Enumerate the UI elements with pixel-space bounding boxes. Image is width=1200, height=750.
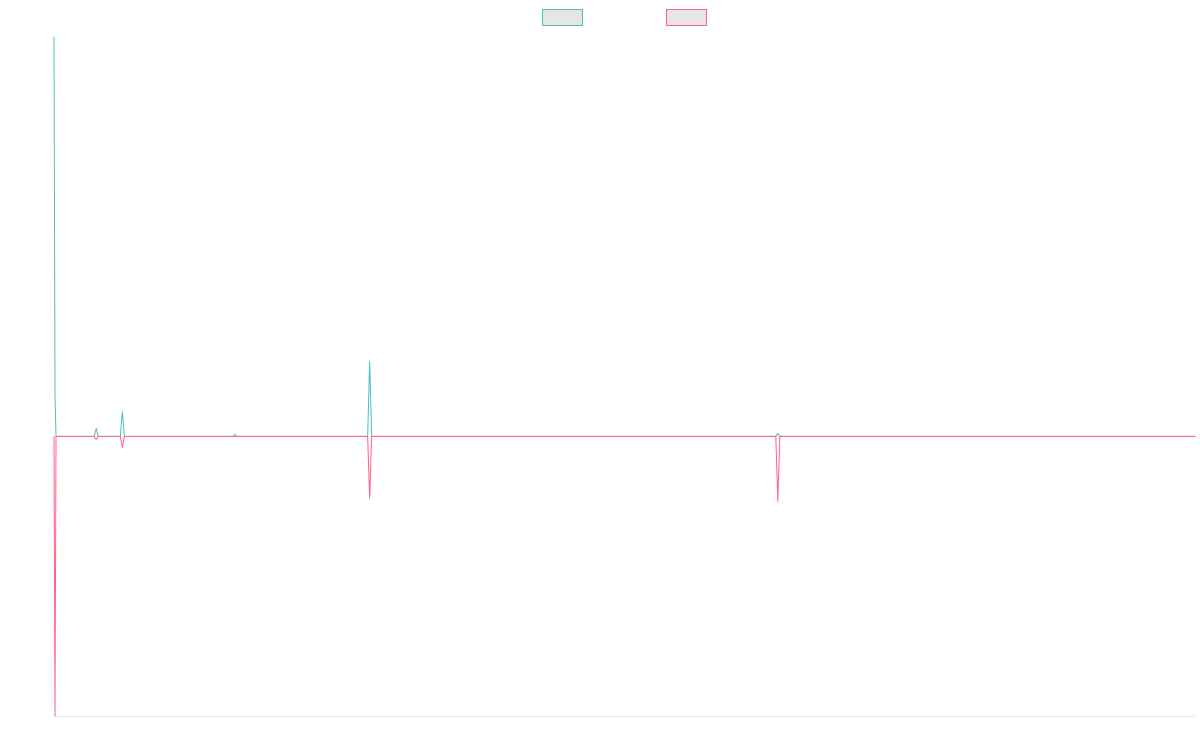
legend-swatch-1[interactable] bbox=[542, 9, 583, 26]
legend-swatch-2[interactable] bbox=[666, 9, 707, 26]
plot-area bbox=[53, 36, 1196, 717]
series-line-2 bbox=[53, 435, 1196, 717]
legend bbox=[542, 9, 707, 26]
series-line-1 bbox=[53, 36, 1196, 437]
